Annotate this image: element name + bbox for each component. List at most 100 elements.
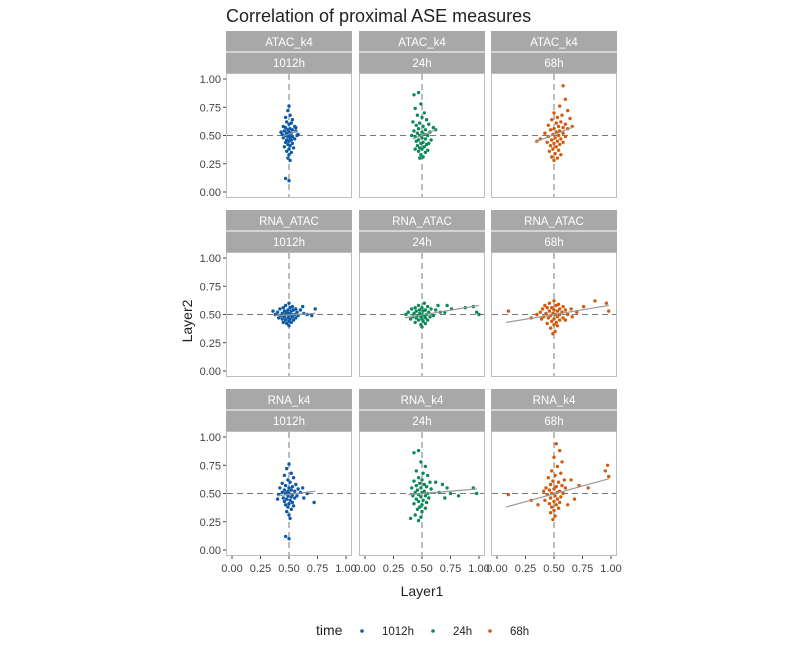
data-point <box>560 113 564 117</box>
data-point <box>422 482 426 487</box>
data-point <box>535 312 539 317</box>
data-point <box>420 115 424 120</box>
data-point <box>420 306 424 310</box>
data-point <box>413 320 417 325</box>
data-point <box>291 318 296 322</box>
y-tick-label: 1.00 <box>200 74 221 86</box>
strip-facet-bg <box>359 210 485 231</box>
data-point <box>416 518 421 523</box>
x-tick-label: 0.50 <box>411 563 432 575</box>
strip-time-label: 68h <box>544 416 563 428</box>
legend-label-24h: 24h <box>453 626 472 638</box>
data-point <box>563 97 568 102</box>
strip-time-bg <box>226 52 352 73</box>
data-point <box>420 147 424 151</box>
data-point <box>559 137 563 141</box>
data-point <box>285 466 289 471</box>
data-point <box>604 301 609 305</box>
data-point <box>285 497 289 501</box>
data-point <box>555 315 560 319</box>
data-point <box>301 304 305 309</box>
data-point <box>581 304 586 309</box>
data-point <box>420 478 424 482</box>
data-point <box>416 90 421 95</box>
data-point <box>551 517 555 522</box>
data-point <box>287 537 291 541</box>
data-point <box>552 299 556 303</box>
data-point <box>555 156 560 160</box>
data-point <box>413 106 417 111</box>
data-point <box>419 486 423 490</box>
data-point <box>290 315 295 319</box>
data-point <box>289 488 293 492</box>
data-point <box>418 156 422 160</box>
data-point <box>288 480 292 484</box>
data-point <box>280 317 284 321</box>
data-point <box>593 299 597 303</box>
data-point <box>543 498 547 502</box>
axes-layer: 0.000.250.500.751.000.000.250.500.751.00… <box>200 74 622 575</box>
data-point <box>538 310 542 314</box>
data-point <box>550 306 554 310</box>
data-point <box>419 153 423 157</box>
y-tick-label: 1.00 <box>200 253 221 265</box>
data-point <box>283 503 288 507</box>
data-point <box>440 482 445 487</box>
data-point <box>283 483 288 488</box>
data-point <box>424 500 429 505</box>
data-point <box>566 108 570 113</box>
data-point <box>562 478 566 482</box>
chart-title: Correlation of proximal ASE measures <box>226 6 531 26</box>
data-point <box>413 147 417 151</box>
strip-facet-bg <box>226 31 352 52</box>
y-tick-label: 0.25 <box>200 159 221 171</box>
y-tick-label: 0.00 <box>200 366 221 378</box>
data-point <box>434 480 438 484</box>
data-point <box>546 316 550 320</box>
x-tick-label: 0.25 <box>515 563 536 575</box>
x-tick-label: 0.00 <box>354 563 375 575</box>
data-point <box>415 507 420 511</box>
data-point <box>556 124 561 129</box>
data-point <box>547 502 552 506</box>
data-point <box>443 496 447 500</box>
data-point <box>553 494 557 498</box>
data-point <box>287 104 291 108</box>
fit-line <box>275 312 316 317</box>
data-point <box>416 448 421 453</box>
data-point <box>283 125 288 130</box>
data-point <box>414 497 418 501</box>
data-point <box>283 534 288 539</box>
data-point <box>420 136 424 140</box>
data-point <box>421 471 425 475</box>
data-point <box>427 141 431 146</box>
data-point <box>418 308 422 312</box>
data-point <box>293 137 297 141</box>
data-point <box>556 148 561 152</box>
data-point <box>275 497 280 501</box>
data-point <box>551 332 555 336</box>
x-tick-label: 0.75 <box>572 563 593 575</box>
data-point <box>424 485 429 489</box>
data-point <box>287 513 291 517</box>
data-point <box>506 309 511 313</box>
data-point <box>605 463 610 467</box>
strip-facet-label: RNA_k4 <box>401 395 444 407</box>
data-point <box>282 473 287 478</box>
data-point <box>416 303 421 308</box>
data-point <box>448 491 453 496</box>
data-point <box>279 130 283 134</box>
legend: time 1012h 24h 68h <box>316 622 529 638</box>
data-point <box>553 329 557 334</box>
data-point <box>607 474 611 479</box>
data-point <box>412 311 416 316</box>
data-point <box>427 496 431 500</box>
data-point <box>289 495 293 499</box>
data-point <box>548 511 553 515</box>
strip-facet-label: RNA_ATAC <box>259 216 319 228</box>
strip-facet-label: RNA_ATAC <box>524 216 584 228</box>
data-point <box>295 310 299 314</box>
data-point <box>313 307 317 311</box>
data-point <box>416 149 421 153</box>
data-point <box>287 502 291 506</box>
